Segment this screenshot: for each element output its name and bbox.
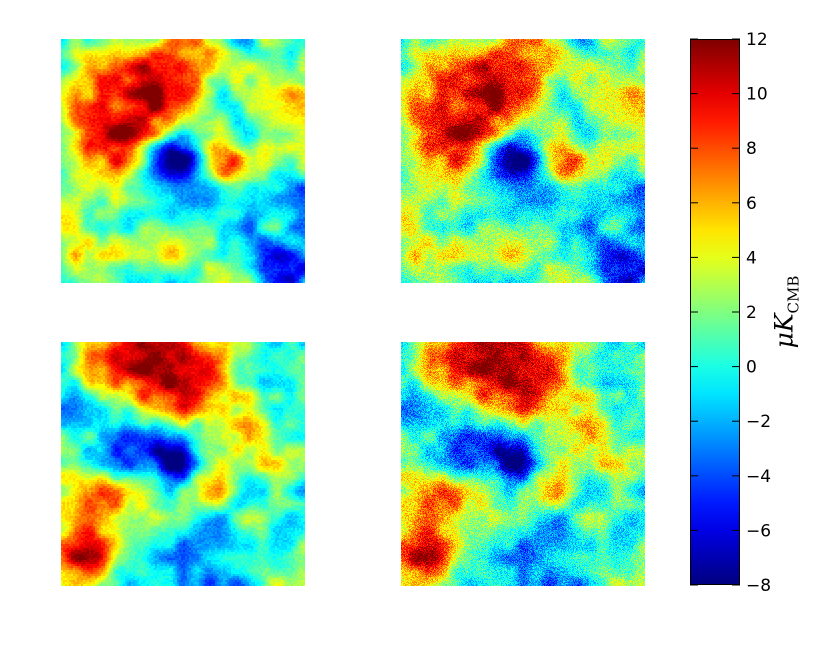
map-panel-bottom-right [401,342,645,586]
colorbar-tick-label: 0 [746,358,757,378]
colorbar-label: μKCMB [769,275,803,349]
colorbar-tick-label: −8 [746,576,771,596]
colorbar-tick-label: −4 [746,467,771,487]
colorbar-tick-label: 10 [746,85,768,105]
colorbar-tick-label: 2 [746,303,757,323]
colorbar-tick-label: 4 [746,248,757,268]
map-panel-bottom-left [61,342,305,586]
colorbar-tick-label: 12 [746,30,768,50]
colorbar-tick-label: −2 [746,412,771,432]
map-panel-top-right [401,39,645,283]
colorbar-tick-label: 6 [746,194,757,214]
colorbar-tick-label: 8 [746,139,757,159]
map-panel-top-left [61,39,305,283]
colorbar-tick-label: −6 [746,521,771,541]
colorbar [690,39,740,585]
